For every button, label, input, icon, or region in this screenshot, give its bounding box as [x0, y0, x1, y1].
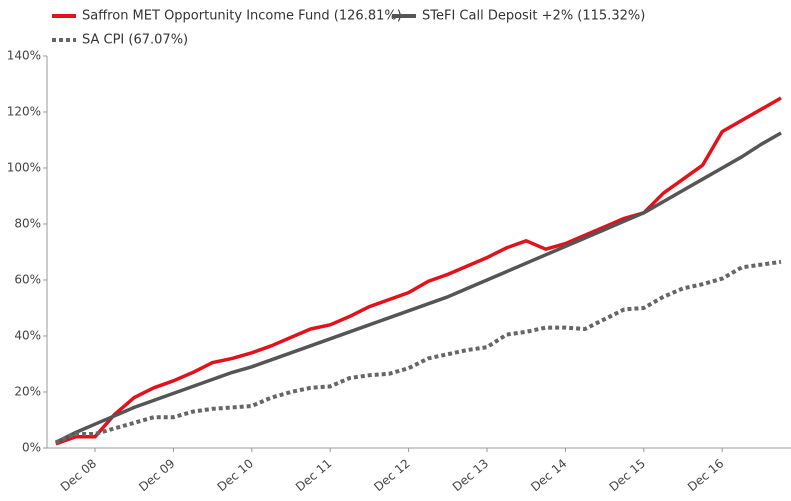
- y-tick-label: 120%: [7, 105, 41, 119]
- series-line: [55, 259, 782, 445]
- y-tick-label: 0%: [22, 441, 41, 455]
- x-tick-label: Dec 13: [450, 456, 491, 494]
- y-tick-label: 20%: [14, 385, 41, 399]
- x-tick-label: Dec 10: [215, 456, 256, 494]
- legend-label: Saffron MET Opportunity Income Fund (126…: [82, 9, 402, 24]
- y-tick-label: 100%: [7, 161, 41, 175]
- x-tick-label: Dec 12: [371, 456, 412, 494]
- x-tick-label: Dec 14: [528, 456, 569, 494]
- y-tick-label: 60%: [14, 273, 41, 287]
- series-line: [55, 131, 782, 444]
- series-line: [55, 96, 782, 446]
- legend-label: STeFI Call Deposit +2% (115.32%): [422, 9, 645, 24]
- legend-label: SA CPI (67.07%): [82, 33, 188, 48]
- x-tick-label: Dec 16: [685, 456, 726, 494]
- x-tick-label: Dec 15: [607, 456, 648, 494]
- x-tick-label: Dec 11: [293, 456, 334, 494]
- x-tick-label: Dec 08: [58, 456, 99, 494]
- y-tick-label: 40%: [14, 329, 41, 343]
- y-tick-label: 140%: [7, 49, 41, 63]
- x-tick-label: Dec 09: [136, 456, 177, 494]
- y-tick-label: 80%: [14, 217, 41, 231]
